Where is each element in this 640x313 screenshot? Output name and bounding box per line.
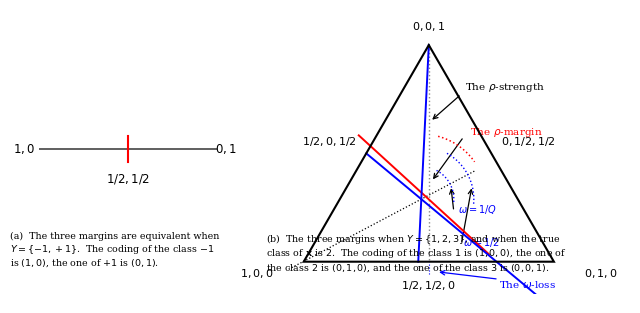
Text: $1,0,0$: $1,0,0$	[240, 267, 274, 280]
Text: The $\omega$-loss: The $\omega$-loss	[499, 279, 556, 290]
Text: $0,1$: $0,1$	[215, 142, 237, 156]
Text: The $\rho$-margin: The $\rho$-margin	[470, 126, 543, 139]
Text: $1,0$: $1,0$	[13, 142, 35, 156]
Text: $1/2,1/2$: $1/2,1/2$	[106, 172, 150, 186]
Text: The $\rho$-strength: The $\rho$-strength	[465, 81, 545, 94]
Text: $0,0,1$: $0,0,1$	[412, 19, 445, 33]
Text: $1/2,1/2,0$: $1/2,1/2,0$	[401, 279, 456, 292]
Text: (a)  The three margins are equivalent when
$Y = \{-1,+1\}$.  The coding of the c: (a) The three margins are equivalent whe…	[10, 232, 219, 269]
Text: (b)  The three margins when $Y = \{1,2,3\}$, and when the true
class of $\mathbf: (b) The three margins when $Y = \{1,2,3\…	[266, 232, 566, 274]
Text: $\omega{=}1/Q$: $\omega{=}1/Q$	[458, 203, 497, 216]
Text: $\omega{=}1/2$: $\omega{=}1/2$	[463, 236, 499, 249]
Text: $0,1/2,1/2$: $0,1/2,1/2$	[501, 135, 556, 148]
Text: $0,1,0$: $0,1,0$	[584, 267, 618, 280]
Text: $1/2,0,1/2$: $1/2,0,1/2$	[302, 135, 356, 148]
